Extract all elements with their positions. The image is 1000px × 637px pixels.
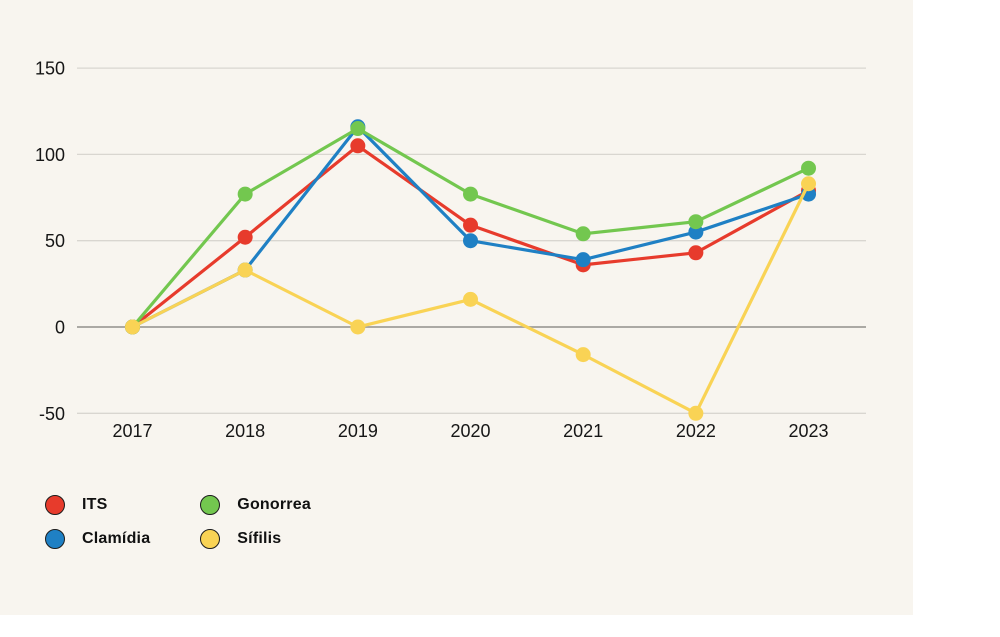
point-clamidia-2021 [575,252,591,268]
legend-label-gonorrea: Gonorrea [237,496,311,513]
chart-legend: ITS Clamídia Gonorrea Sífilis [45,488,311,556]
point-sifilis-2019 [350,319,366,335]
point-clamidia-2020 [463,233,479,249]
point-sifilis-2021 [575,347,591,363]
line-chart: 150 100 50 0 -50 2017 2018 2019 2020 2021 2022 2023 [35,59,866,441]
point-gonorrea-2021 [575,226,591,242]
point-gonorrea-2019 [350,121,366,137]
legend-item-gonorrea: Gonorrea [200,488,311,522]
point-sifilis-2017 [125,319,140,335]
point-clamidia-2022 [688,224,704,240]
legend-item-its: ITS [45,488,150,522]
y-tick-label-50: 50 [45,231,65,251]
legend-item-sifilis: Sífilis [200,522,311,556]
x-tick-label-2017: 2017 [112,421,152,441]
legend-swatch-sifilis [200,529,221,549]
point-gonorrea-2018 [237,186,253,202]
x-tick-label-2021: 2021 [563,421,603,441]
point-sifilis-2022 [688,405,704,421]
point-gonorrea-2023 [801,160,817,176]
point-gonorrea-2022 [688,214,704,230]
legend-swatch-its [45,495,65,515]
legend-label-sifilis: Sífilis [237,530,282,547]
point-sifilis-2018 [237,262,253,278]
x-tick-label-2020: 2020 [450,421,490,441]
point-its-2020 [463,217,479,233]
point-sifilis-2020 [463,291,479,307]
x-tick-label-2023: 2023 [788,421,828,441]
y-tick-label-100: 100 [35,145,65,165]
legend-swatch-gonorrea [200,495,221,515]
point-its-2022 [688,245,704,261]
y-tick-label--50: -50 [39,404,65,424]
legend-swatch-clamidia [45,529,65,549]
point-gonorrea-2020 [463,186,479,202]
chart-panel: 150 100 50 0 -50 2017 2018 2019 2020 2021 2022 2023… [0,0,913,615]
legend-label-clamidia: Clamídia [82,530,151,547]
y-tick-label-0: 0 [55,318,65,338]
y-tick-label-150: 150 [35,59,65,79]
legend-label-its: ITS [82,496,108,513]
point-its-2018 [237,229,253,245]
x-tick-label-2022: 2022 [676,421,716,441]
x-tick-label-2018: 2018 [225,421,265,441]
legend-item-clamidia: Clamídia [45,522,150,556]
point-sifilis-2023 [801,176,817,192]
point-its-2019 [350,138,366,154]
x-tick-label-2019: 2019 [338,421,378,441]
